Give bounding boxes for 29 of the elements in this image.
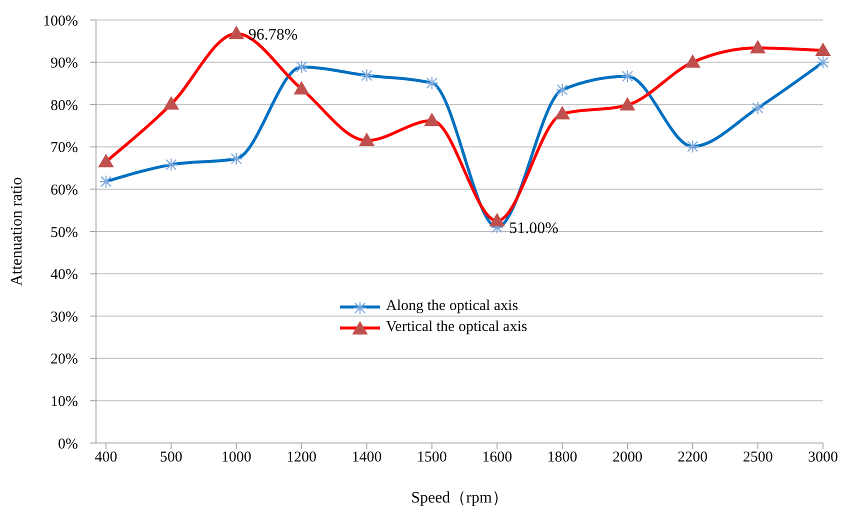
y-tick-label: 20% xyxy=(50,352,78,368)
legend-label: Along the optical axis xyxy=(386,298,518,315)
x-tick-label: 1400 xyxy=(352,450,382,466)
x-tick-label: 1200 xyxy=(286,450,317,466)
x-tick-label: 1500 xyxy=(416,450,447,466)
y-tick-label: 80% xyxy=(50,98,78,114)
y-tick-label: 60% xyxy=(50,182,78,199)
y-axis-title: Attenuation ratio xyxy=(8,177,26,286)
y-tick-label: 40% xyxy=(50,267,78,284)
x-tick-label: 500 xyxy=(160,450,182,466)
annotation: 96.78% xyxy=(248,26,298,44)
y-tick-label: 90% xyxy=(50,56,78,72)
legend-label: Vertical the optical axis xyxy=(386,319,528,336)
x-tick-label: 3000 xyxy=(808,450,838,466)
annotation: 51.00% xyxy=(509,220,558,237)
x-tick-label: 1800 xyxy=(547,450,578,466)
x-tick-label: 2000 xyxy=(612,450,642,466)
x-tick-label: 2500 xyxy=(742,450,773,466)
y-tick-label: 0% xyxy=(58,436,78,452)
y-tick-label: 30% xyxy=(50,309,78,326)
x-tick-label: 2200 xyxy=(678,450,708,466)
x-tick-label: 400 xyxy=(94,450,118,466)
y-tick-label: 50% xyxy=(50,224,78,241)
x-tick-label: 1000 xyxy=(221,450,252,466)
y-tick-label: 100% xyxy=(43,13,78,30)
x-tick-label: 1600 xyxy=(482,450,512,466)
x-axis-title: Speed（rpm） xyxy=(411,489,508,506)
y-tick-label: 10% xyxy=(50,394,78,410)
y-tick-label: 70% xyxy=(50,140,78,156)
